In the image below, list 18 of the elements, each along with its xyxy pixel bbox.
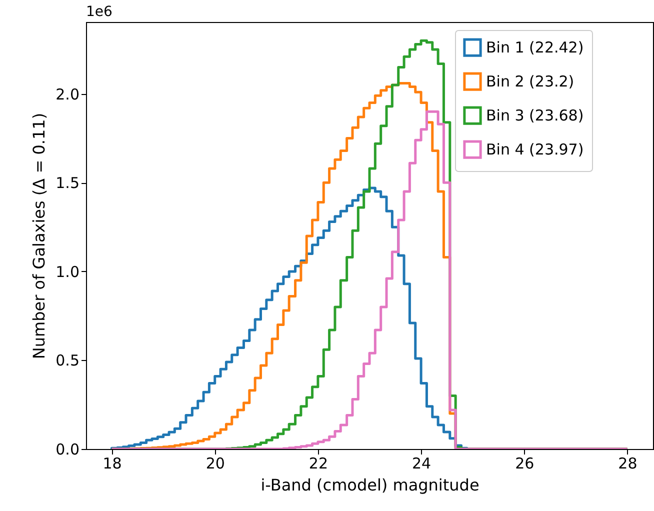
x-tick-label: 22: [308, 454, 328, 472]
legend-label: Bin 4 (23.97): [486, 140, 584, 158]
legend-label: Bin 3 (23.68): [486, 106, 584, 124]
x-axis-title: i-Band (cmodel) magnitude: [260, 476, 480, 494]
legend-label: Bin 2 (23.2): [486, 72, 574, 90]
text: 1e6: [86, 4, 113, 20]
y-tick-label: 0.5: [56, 352, 80, 370]
x-tick-label: 26: [515, 454, 534, 472]
y-tick-label: 1.0: [56, 262, 80, 281]
x-tick-label: 28: [618, 454, 638, 472]
y-tick-label: 2.0: [56, 85, 80, 104]
y-tick-label: 0.0: [56, 440, 80, 458]
x-tick-label: 18: [102, 454, 122, 472]
legend-label: Bin 1 (22.42): [486, 38, 584, 56]
y-tick-label: 1.5: [56, 174, 80, 192]
x-tick-label: 24: [412, 454, 432, 472]
y-axis-title: Number of Galaxies (Δ = 0.11): [30, 112, 49, 360]
x-tick-label: 20: [206, 454, 225, 472]
